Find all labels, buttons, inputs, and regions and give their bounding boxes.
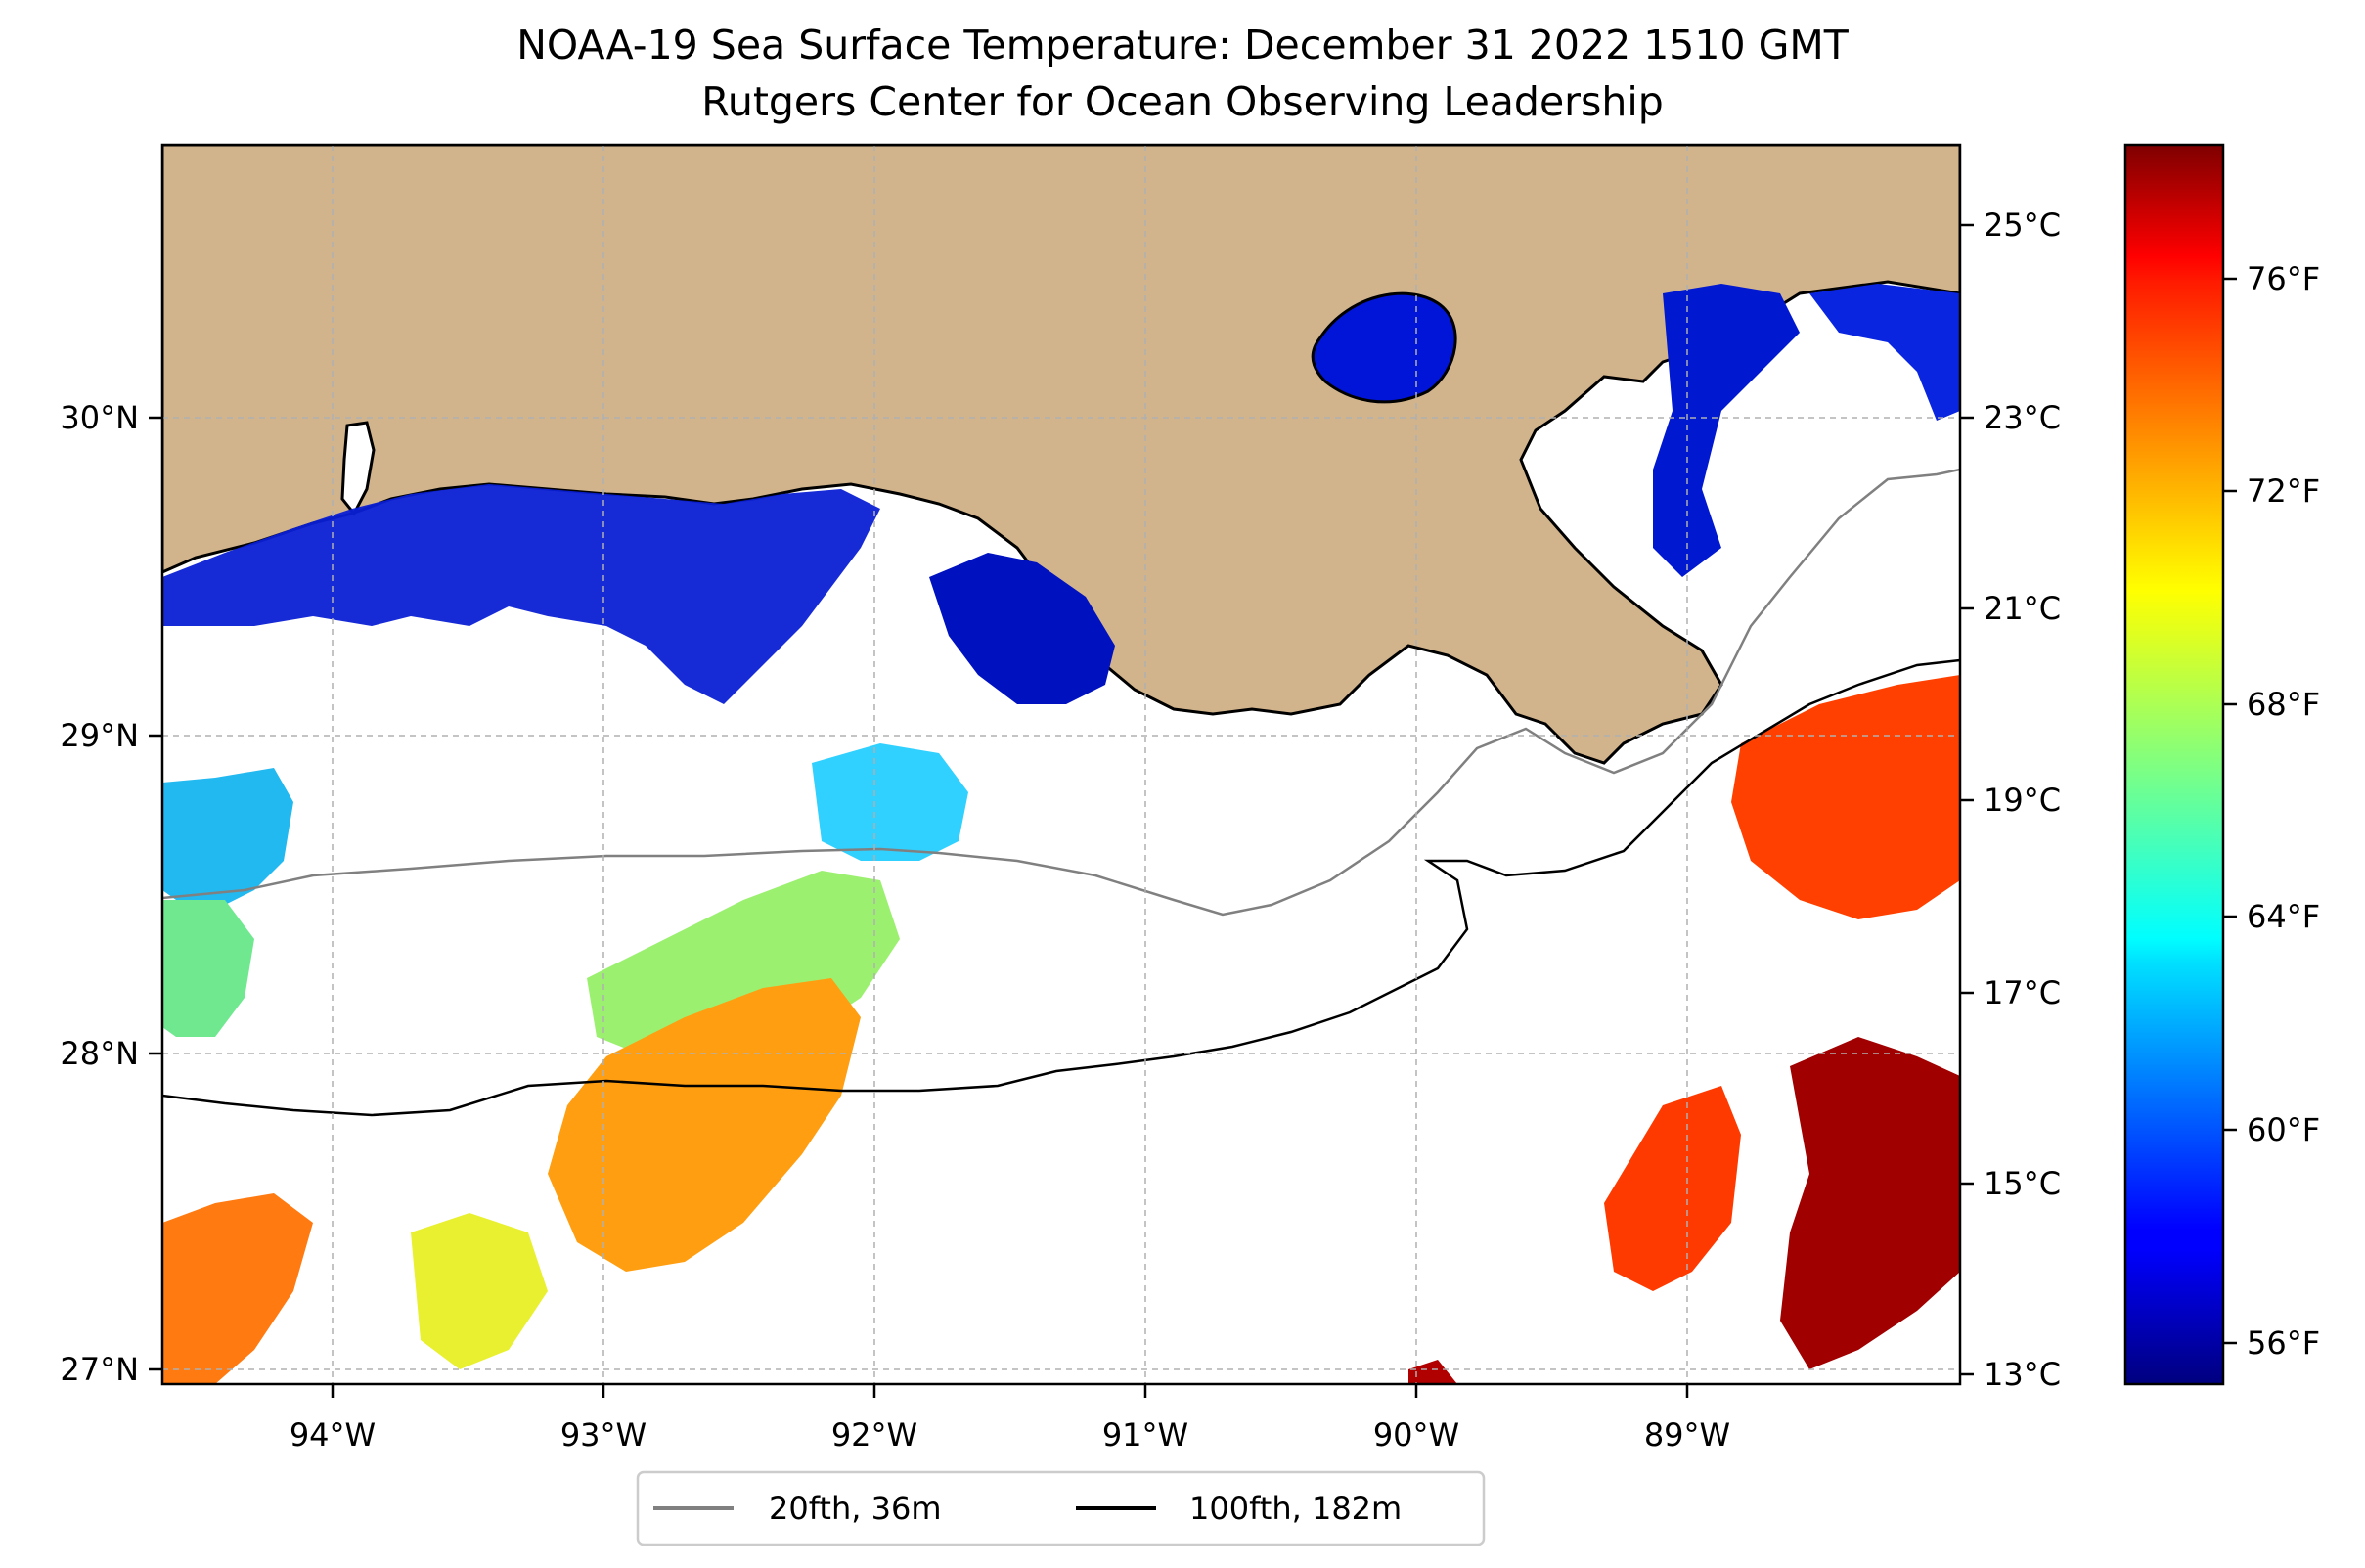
celsius-label: 19°C [1984, 782, 2061, 819]
legend-label-100fth: 100fth, 182m [1189, 1490, 1402, 1527]
celsius-label: 25°C [1984, 206, 2061, 244]
lon-tick-label: 91°W [1102, 1416, 1188, 1454]
sst-warm-center [548, 978, 861, 1272]
celsius-label: 13°C [1984, 1356, 2061, 1393]
sst-cool-west [162, 768, 293, 910]
lat-tick-label: 29°N [60, 717, 139, 754]
sst-hottest-east [1780, 1037, 1960, 1369]
lon-tick-label: 89°W [1644, 1416, 1730, 1454]
lon-tick-label: 92°W [831, 1416, 917, 1454]
fahrenheit-label: 64°F [2247, 898, 2320, 935]
sst-mild-west [162, 900, 254, 1037]
legend-label-20fth: 20fth, 36m [769, 1490, 941, 1527]
lat-tick-label: 30°N [60, 399, 139, 436]
sst-warm-west [162, 1193, 313, 1384]
sst-hot-south [1408, 1360, 1457, 1384]
lon-tick-label: 93°W [560, 1416, 647, 1454]
sst-cool-mid [812, 743, 968, 861]
lake-pontchartrain [1311, 291, 1457, 404]
map-frame [160, 143, 1962, 1386]
legend: 20fth, 36m 100fth, 182m [636, 1470, 1486, 1546]
chart-title: NOAA-19 Sea Surface Temperature: Decembe… [516, 22, 1849, 68]
lat-tick-label: 27°N [60, 1351, 139, 1388]
fahrenheit-label: 56°F [2247, 1324, 2320, 1362]
sst-coastal-cold [162, 484, 880, 704]
isobath-20fth [162, 468, 1960, 917]
sst-cold-bank [929, 553, 1115, 704]
celsius-label: 17°C [1984, 974, 2061, 1011]
sst-cold-river [1653, 284, 1800, 577]
colorbar [2123, 143, 2225, 1386]
isobath-100fth [162, 658, 1960, 1117]
map-area [162, 145, 1960, 1384]
fahrenheit-label: 60°F [2247, 1111, 2320, 1148]
fahrenheit-tick-marks [2223, 277, 2237, 1345]
lon-tick-label: 90°W [1373, 1416, 1459, 1454]
sst-yellow-strip [411, 1213, 548, 1369]
sabine-lake [340, 421, 376, 516]
fahrenheit-label: 72°F [2247, 472, 2320, 510]
chart-subtitle: Rutgers Center for Ocean Observing Leade… [701, 78, 1664, 125]
celsius-label: 21°C [1984, 590, 2061, 627]
lat-tick-marks [149, 416, 162, 1371]
lon-tick-marks [331, 1384, 1689, 1398]
celsius-label: 23°C [1984, 399, 2061, 436]
sst-hot-southeast [1604, 1086, 1741, 1291]
lat-tick-label: 28°N [60, 1035, 139, 1072]
fahrenheit-label: 68°F [2247, 686, 2320, 723]
celsius-label: 15°C [1984, 1165, 2061, 1202]
lon-tick-label: 94°W [290, 1416, 376, 1454]
graticule [162, 145, 1960, 1384]
celsius-tick-marks [1960, 223, 1974, 1376]
sst-cold-east [1809, 284, 1960, 421]
fahrenheit-label: 76°F [2247, 260, 2320, 297]
